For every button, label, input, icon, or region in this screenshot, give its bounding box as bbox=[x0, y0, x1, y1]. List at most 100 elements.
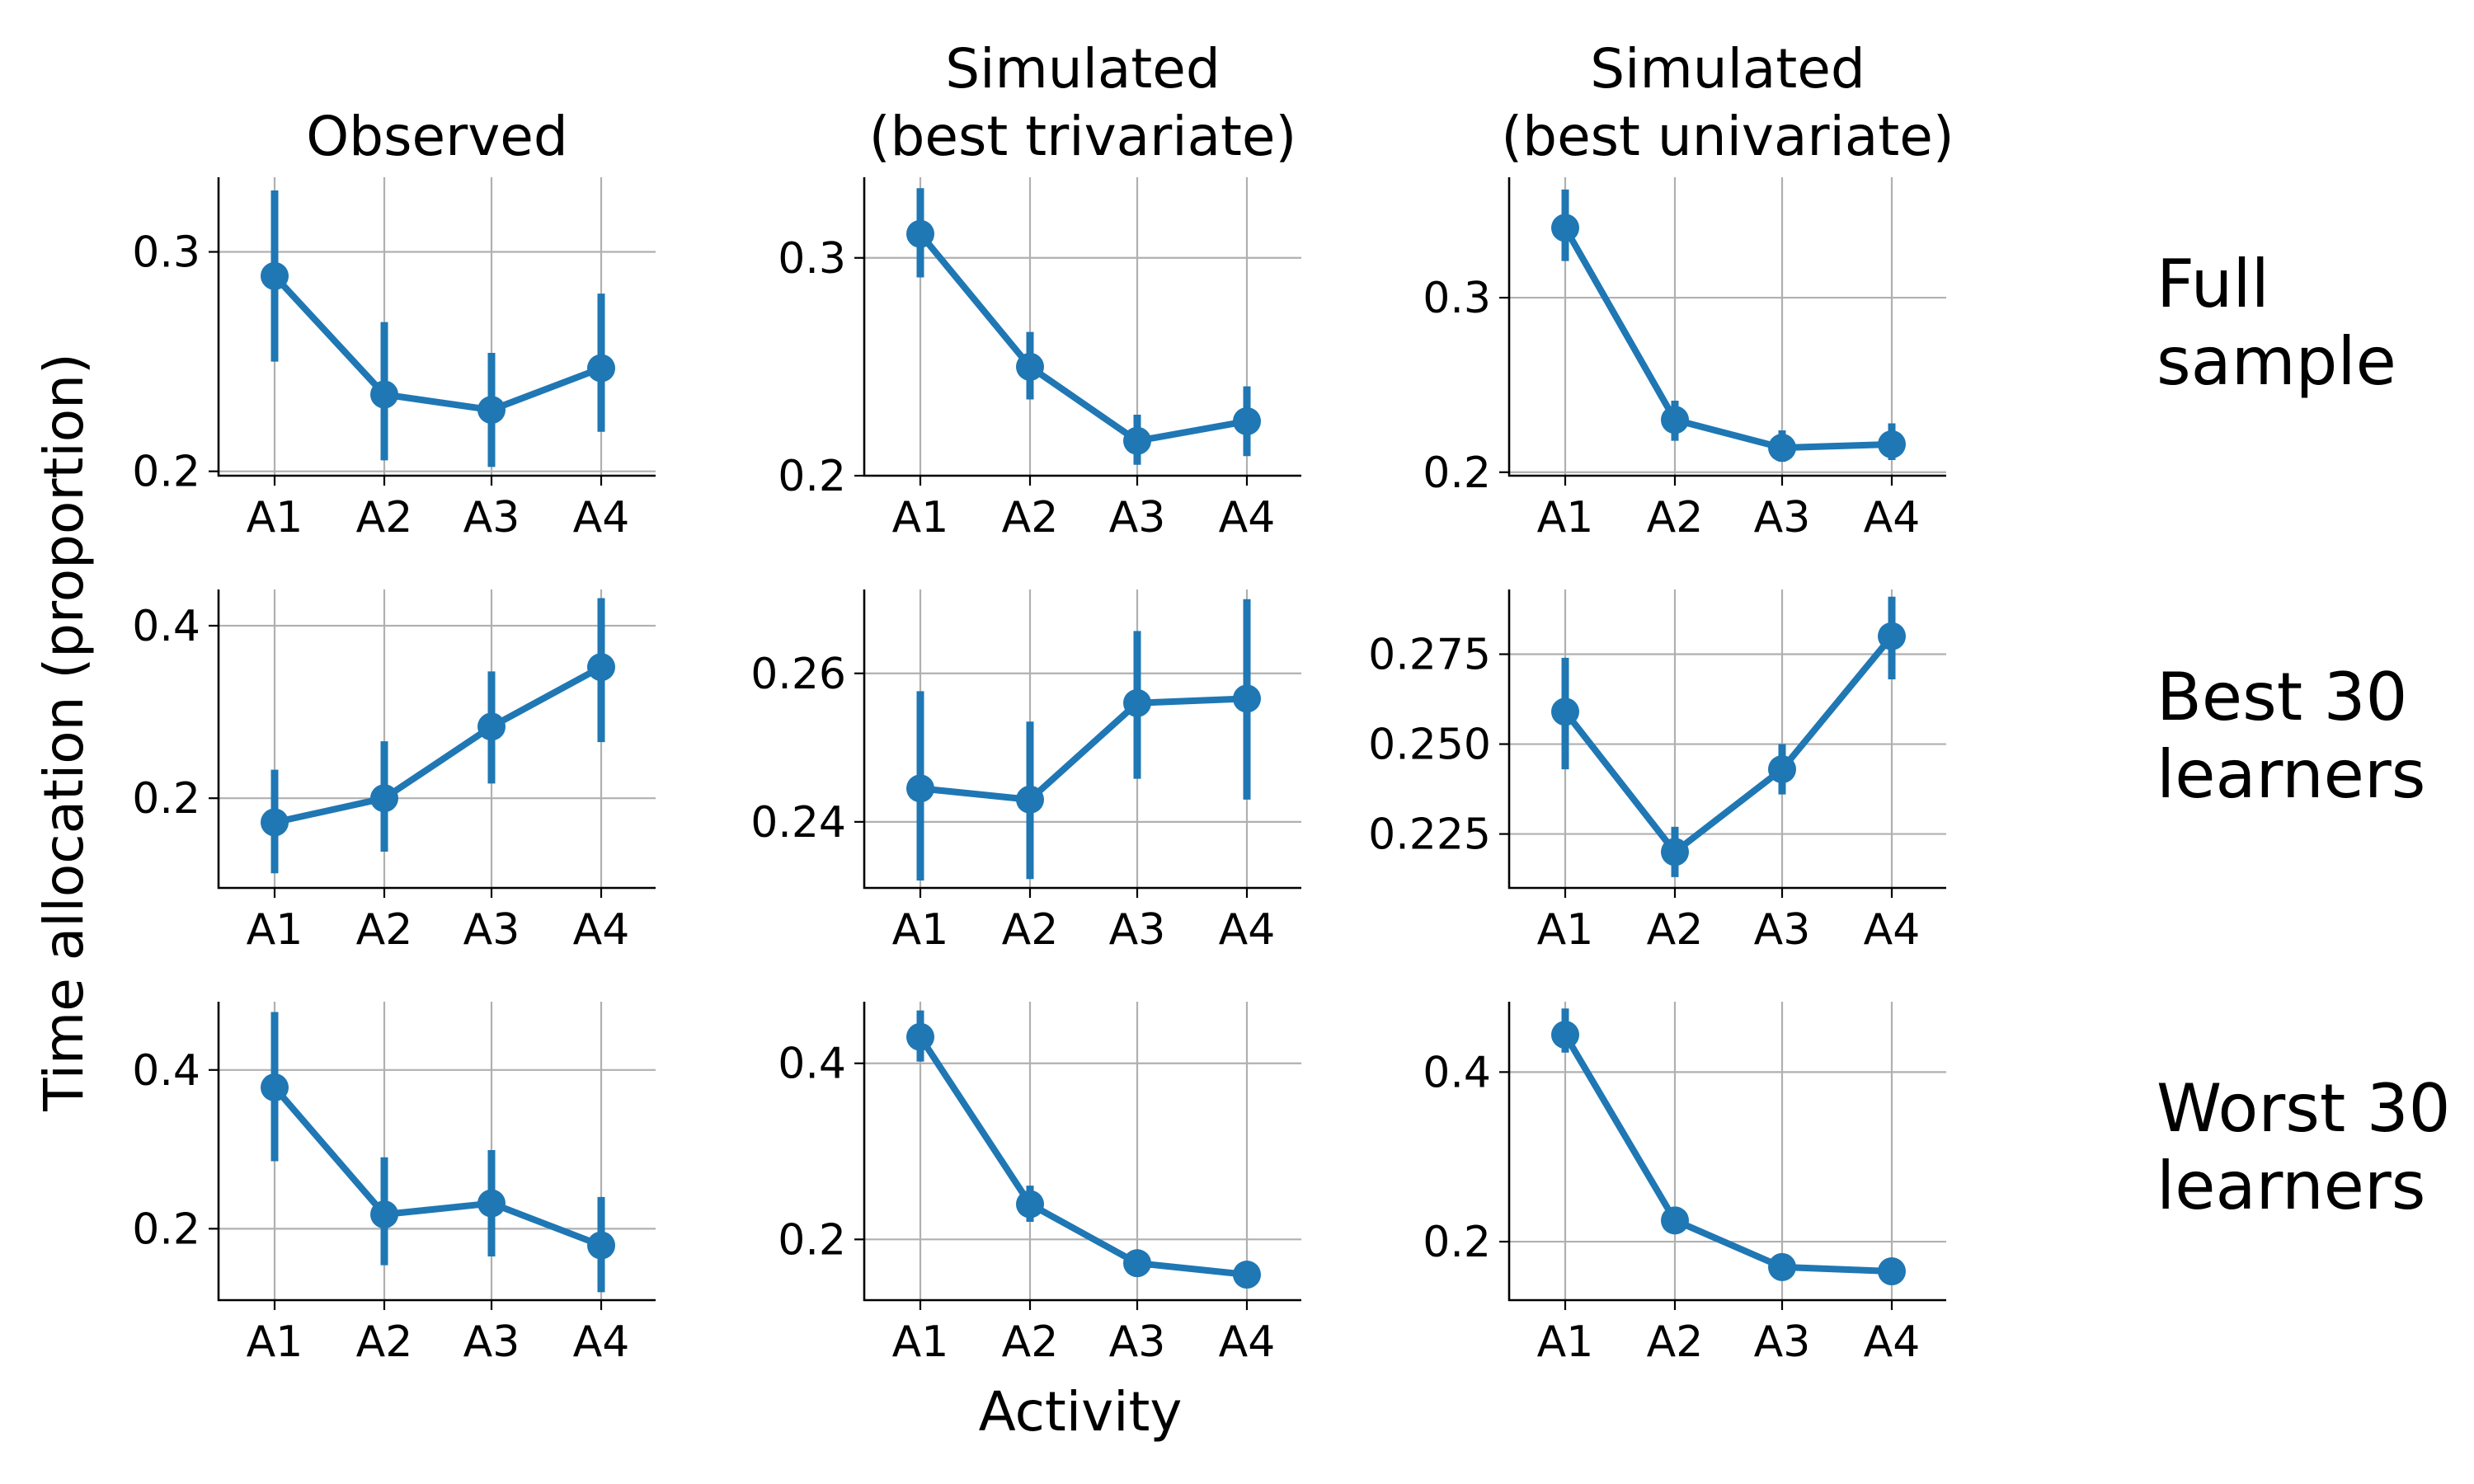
data-point bbox=[906, 1022, 934, 1051]
x-tick-label: A4 bbox=[1864, 493, 1921, 542]
x-tick-label: A4 bbox=[1219, 1317, 1276, 1367]
y-tick-label: 0.2 bbox=[132, 1205, 200, 1254]
row-label: learners bbox=[2157, 1148, 2425, 1224]
series-line bbox=[917, 232, 1248, 444]
y-tick-label: 0.3 bbox=[132, 228, 200, 278]
x-tick-label: A4 bbox=[573, 1317, 630, 1367]
x-tick-label: A2 bbox=[1647, 905, 1704, 955]
column-title: Simulated bbox=[945, 37, 1221, 101]
data-point bbox=[1878, 622, 1906, 650]
data-point bbox=[1016, 1190, 1044, 1219]
y-tick-label: 0.275 bbox=[1368, 631, 1491, 680]
x-tick-label: A1 bbox=[1537, 905, 1594, 955]
data-point bbox=[370, 380, 398, 409]
series-line bbox=[920, 695, 1248, 803]
x-tick-label: A1 bbox=[247, 1317, 303, 1367]
x-tick-label: A3 bbox=[1754, 493, 1811, 542]
series-line bbox=[271, 1085, 603, 1249]
data-point bbox=[261, 261, 289, 290]
y-tick-label: 0.3 bbox=[778, 234, 846, 284]
data-point bbox=[1768, 1252, 1796, 1281]
data-point bbox=[1878, 1257, 1906, 1286]
data-point bbox=[1123, 1249, 1151, 1278]
data-point bbox=[1123, 426, 1151, 455]
panel-r1-c1: 0.2 0.3 A1 A2 A3 A4 bbox=[132, 177, 656, 542]
y-tick-label: 0.26 bbox=[750, 650, 846, 699]
data-point bbox=[1551, 1021, 1579, 1050]
series-line bbox=[272, 274, 603, 414]
row-label: learners bbox=[2157, 736, 2425, 813]
data-point bbox=[477, 1189, 506, 1218]
data-point bbox=[1661, 838, 1689, 866]
row-label: Full bbox=[2157, 246, 2269, 322]
series-line bbox=[1562, 1033, 1893, 1275]
data-point bbox=[587, 653, 615, 682]
data-point bbox=[477, 396, 506, 425]
data-point bbox=[1768, 434, 1796, 463]
y-tick-label: 0.2 bbox=[1423, 1218, 1491, 1267]
series-line bbox=[1562, 634, 1895, 856]
x-tick-label: A2 bbox=[356, 1317, 413, 1367]
panel-r3-c2: 0.2 0.4 A1 A2 A3 A4 bbox=[778, 1002, 1301, 1367]
data-point bbox=[261, 1073, 289, 1101]
y-tick-label: 0.4 bbox=[1423, 1048, 1491, 1097]
data-point bbox=[1016, 352, 1044, 381]
panel-r3-c3: 0.2 0.4 A1 A2 A3 A4 bbox=[1423, 1002, 1946, 1367]
data-point bbox=[906, 219, 934, 248]
data-point bbox=[1123, 688, 1151, 717]
y-tick-label: 0.3 bbox=[1423, 274, 1491, 323]
data-point bbox=[477, 712, 506, 741]
x-tick-label: A2 bbox=[1002, 1317, 1059, 1367]
data-point bbox=[1551, 214, 1579, 242]
data-point bbox=[1551, 697, 1579, 726]
panel-r2-c2: 0.24 0.26 A1 A2 A3 A4 bbox=[750, 589, 1301, 955]
x-tick-label: A2 bbox=[1647, 493, 1704, 542]
row-label: Worst 30 bbox=[2157, 1070, 2451, 1147]
y-tick-label: 0.2 bbox=[132, 448, 200, 497]
x-tick-label: A2 bbox=[1647, 1317, 1704, 1367]
data-point bbox=[1661, 1206, 1689, 1235]
x-tick-label: A2 bbox=[356, 905, 413, 955]
y-tick-label: 0.225 bbox=[1368, 810, 1491, 860]
x-tick-label: A1 bbox=[247, 905, 303, 955]
x-tick-label: A2 bbox=[1002, 493, 1059, 542]
row-label: sample bbox=[2157, 323, 2396, 400]
x-tick-label: A1 bbox=[1537, 493, 1594, 542]
y-tick-label: 0.4 bbox=[132, 602, 200, 651]
data-point bbox=[261, 808, 289, 837]
x-tick-label: A3 bbox=[1754, 1317, 1811, 1367]
y-tick-label: 0.250 bbox=[1368, 721, 1491, 770]
x-tick-label: A4 bbox=[1219, 905, 1276, 955]
y-tick-label: 0.4 bbox=[132, 1046, 200, 1096]
x-tick-label: A1 bbox=[247, 493, 303, 542]
x-axis-label: Activity bbox=[979, 1380, 1183, 1444]
data-point bbox=[370, 1200, 398, 1229]
x-tick-label: A4 bbox=[1219, 493, 1276, 542]
y-tick-label: 0.2 bbox=[132, 774, 200, 824]
x-tick-label: A3 bbox=[463, 905, 520, 955]
data-point bbox=[906, 774, 934, 803]
series-line bbox=[917, 1035, 1248, 1279]
panels: 0.2 0.3 A1 A2 A3 A4 0.2 0.3 A1 A2 A3 A4 0.2 0.3 A1 A2 A3… bbox=[132, 177, 1946, 1367]
panel-r2-c3: 0.225 0.250 0.275 A1 A2 A3 A4 bbox=[1368, 589, 1946, 955]
y-axis-label: Time allocation (proportion) bbox=[32, 353, 96, 1111]
x-tick-label: A3 bbox=[1754, 905, 1811, 955]
x-tick-label: A3 bbox=[1109, 493, 1166, 542]
panel-r3-c1: 0.2 0.4 A1 A2 A3 A4 bbox=[132, 1002, 656, 1367]
x-tick-label: A1 bbox=[892, 493, 949, 542]
data-point bbox=[1016, 785, 1044, 814]
data-point bbox=[1233, 1261, 1261, 1289]
data-point bbox=[587, 354, 615, 383]
x-tick-label: A2 bbox=[356, 493, 413, 542]
x-tick-label: A4 bbox=[573, 905, 630, 955]
column-title: (best univariate) bbox=[1501, 105, 1954, 168]
data-point bbox=[1768, 755, 1796, 784]
x-tick-label: A3 bbox=[463, 493, 520, 542]
series-line bbox=[274, 664, 603, 826]
x-tick-label: A1 bbox=[1537, 1317, 1594, 1367]
x-tick-label: A2 bbox=[1002, 905, 1059, 955]
column-title: Observed bbox=[306, 105, 568, 168]
x-tick-label: A3 bbox=[1109, 905, 1166, 955]
